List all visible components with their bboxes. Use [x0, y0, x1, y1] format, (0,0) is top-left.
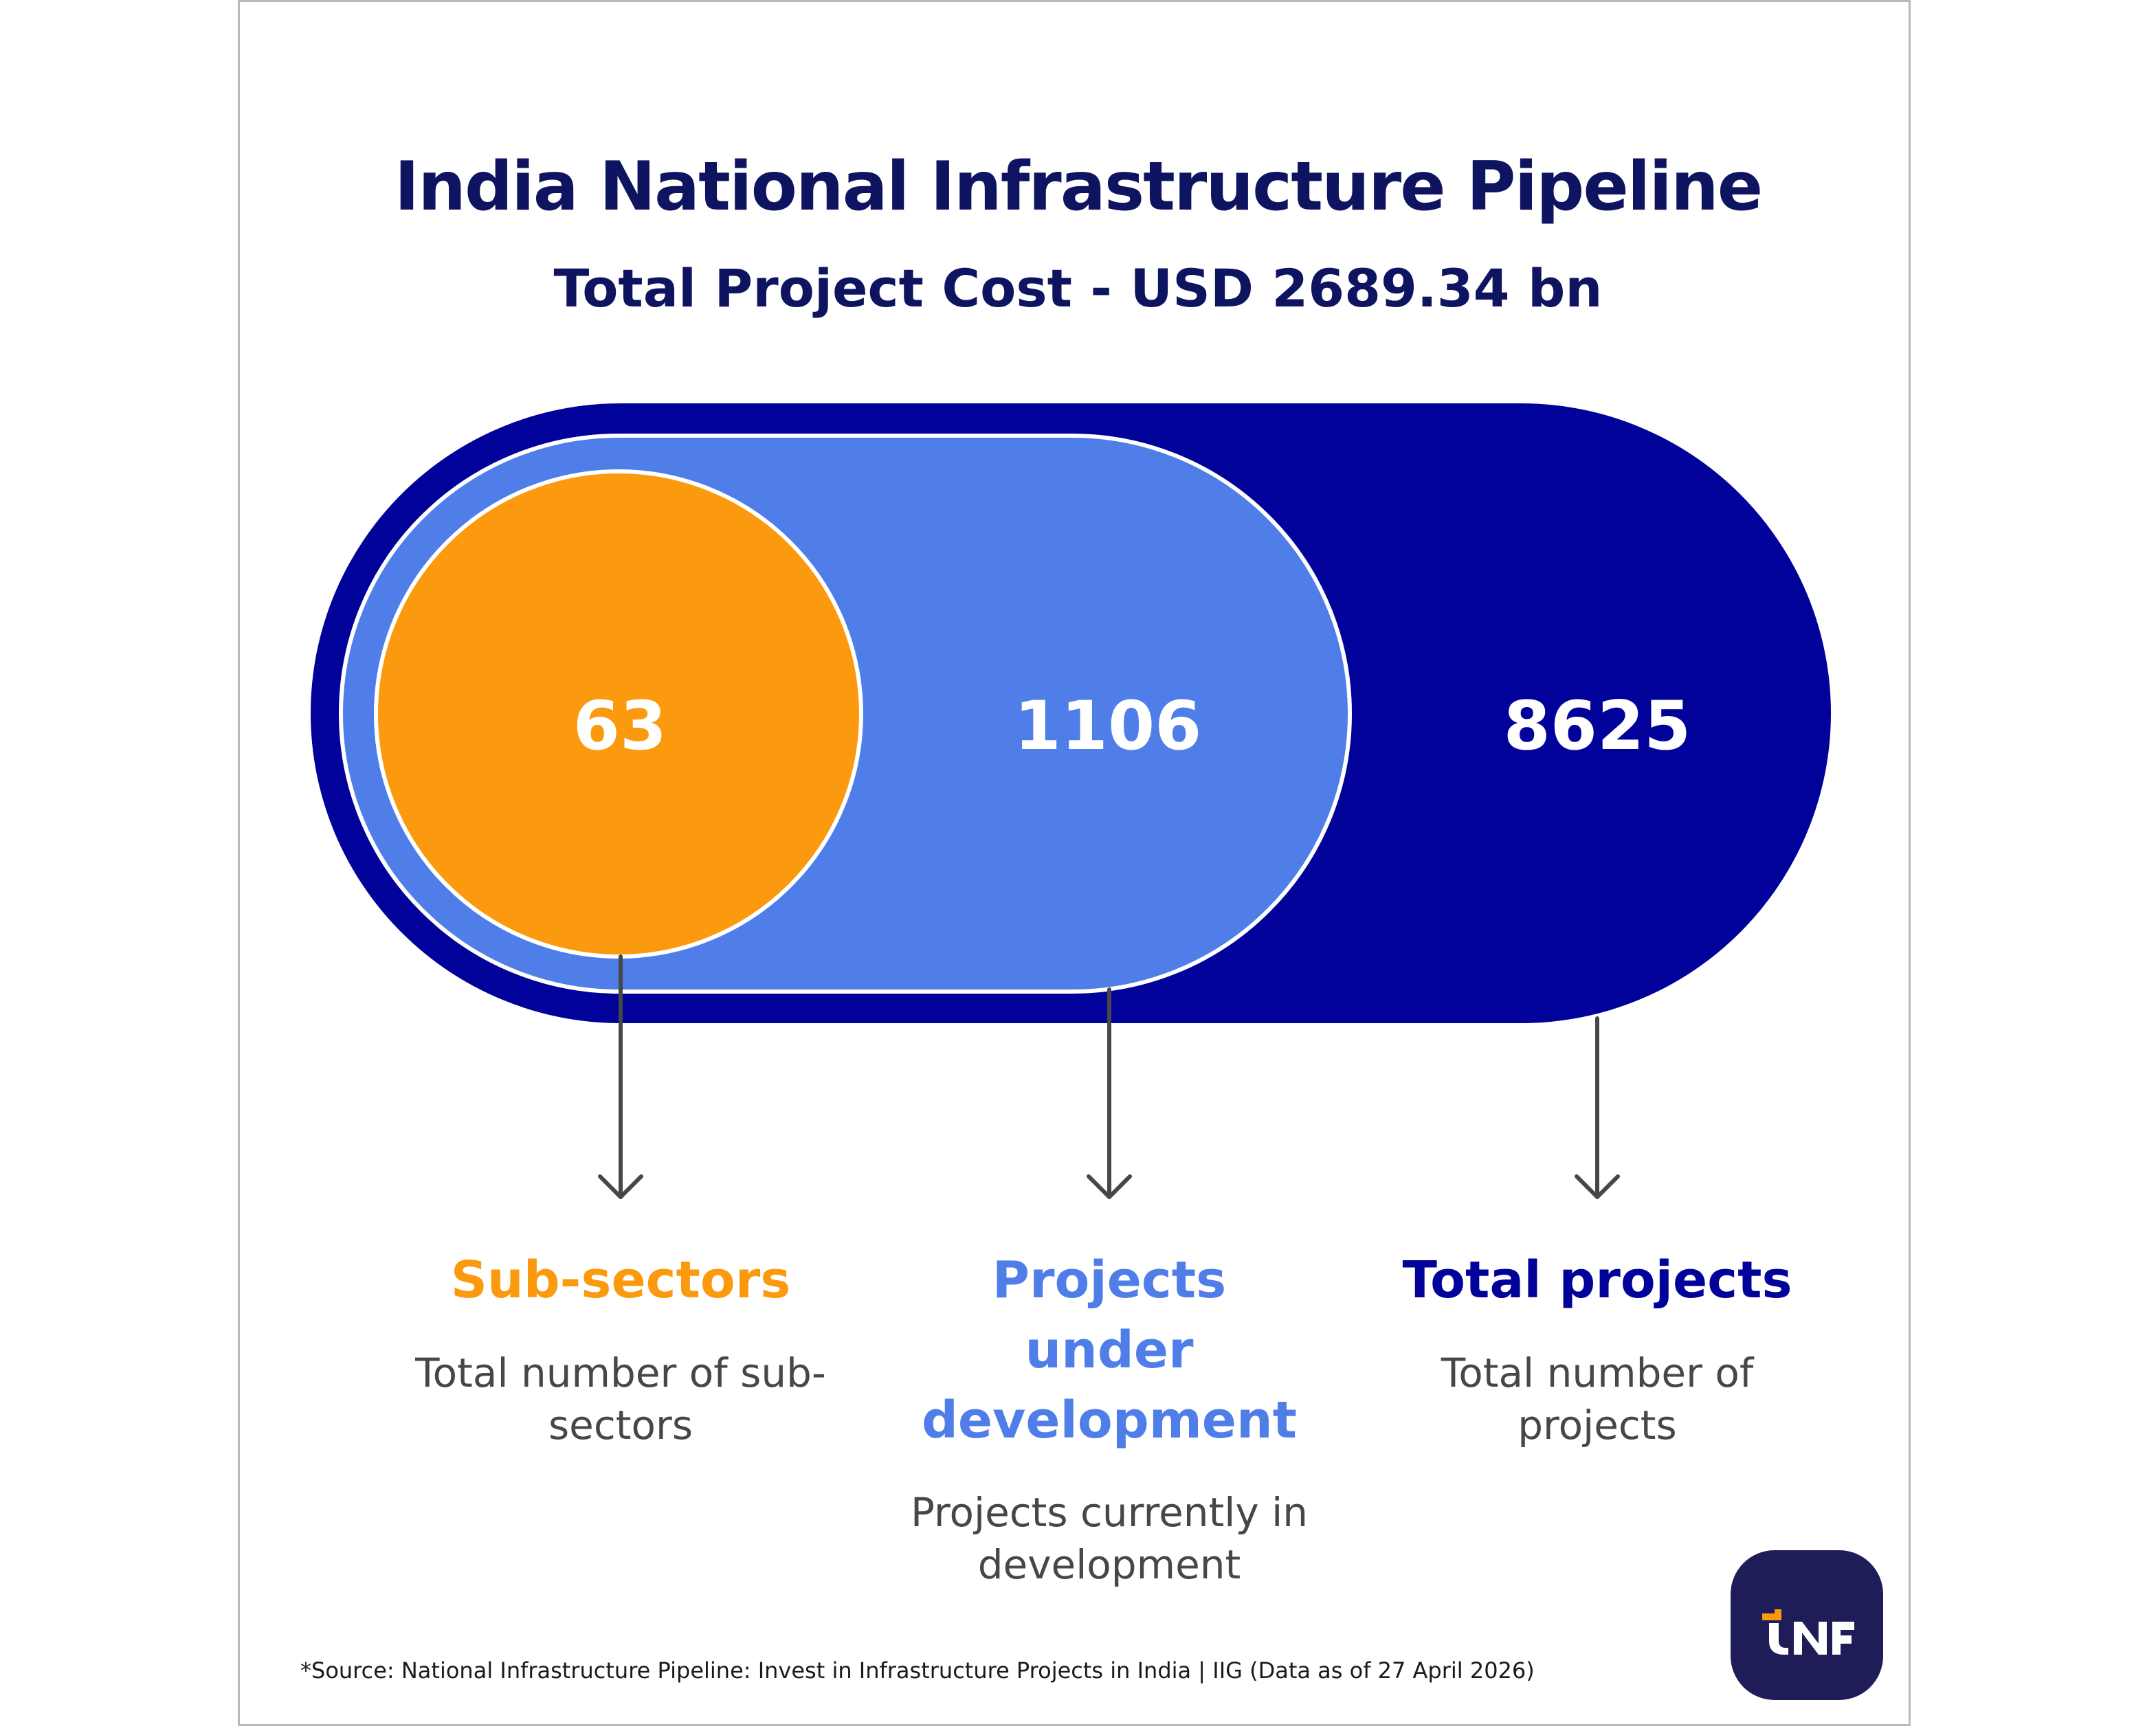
- development-description: Projects currently in development: [869, 1486, 1350, 1591]
- subsectors-description: Total number of sub- sectors: [380, 1347, 861, 1451]
- subsectors-value: 63: [573, 687, 667, 765]
- total-projects-arrow: [1575, 1016, 1620, 1199]
- development-desc-line1: Projects currently in: [910, 1489, 1309, 1536]
- total-projects-description: Total number of projects: [1357, 1347, 1838, 1451]
- development-title-line3: development: [921, 1391, 1298, 1450]
- total-projects-desc-line1: Total number of: [1441, 1350, 1754, 1396]
- development-title-line1: Projects: [992, 1251, 1227, 1310]
- total-projects-value: 8625: [1504, 687, 1691, 765]
- tnf-logo-icon: [1731, 1550, 1883, 1700]
- development-title-line2: under: [1025, 1321, 1194, 1380]
- subsectors-arrow: [598, 954, 643, 1199]
- development-arrow: [1087, 987, 1132, 1199]
- page-subtitle: Total Project Cost - USD 2689.34 bn: [553, 258, 1603, 319]
- subsectors-desc-line1: Total number of sub-: [415, 1350, 826, 1396]
- source-footnote: *Source: National Infrastructure Pipelin…: [300, 1657, 1535, 1684]
- development-title: Projects under development: [869, 1245, 1350, 1455]
- development-desc-line2: development: [977, 1541, 1241, 1588]
- subsectors-title: Sub-sectors: [450, 1251, 791, 1310]
- total-projects-desc-line2: projects: [1518, 1402, 1677, 1449]
- development-value: 1106: [1014, 687, 1202, 765]
- total-projects-title: Total projects: [1402, 1251, 1792, 1310]
- subsectors-desc-line2: sectors: [548, 1402, 693, 1449]
- page-title: India National Infrastructure Pipeline: [394, 148, 1763, 226]
